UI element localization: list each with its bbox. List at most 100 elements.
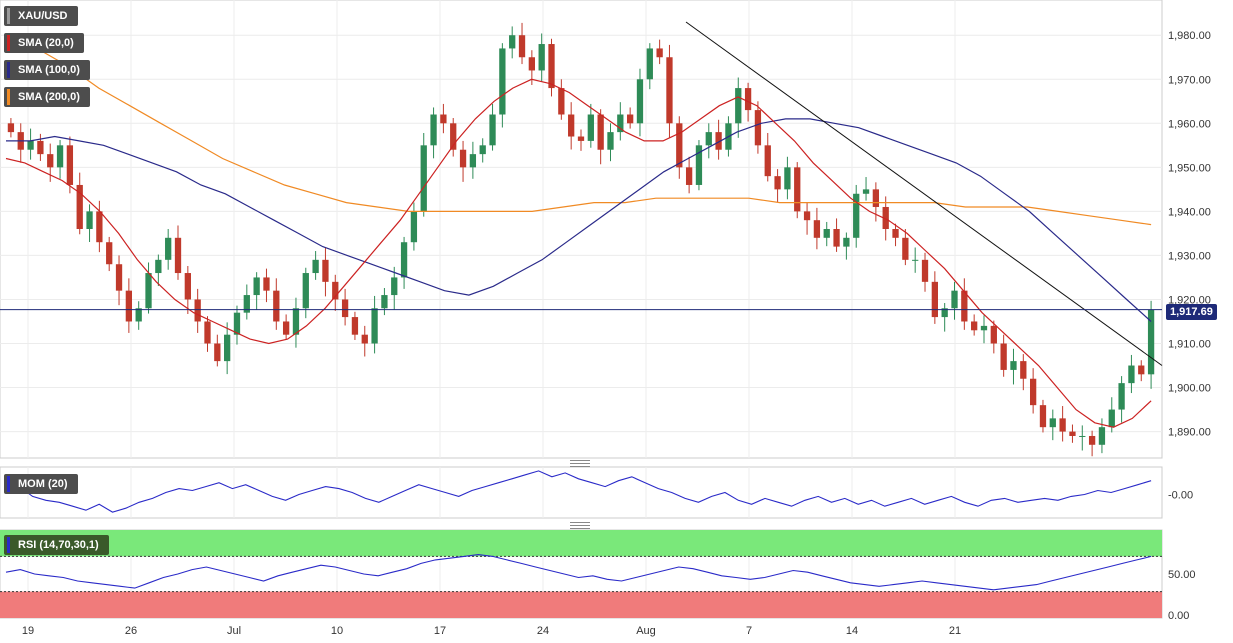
candle-body — [125, 290, 133, 322]
x-tick-label: 7 — [746, 625, 752, 637]
candle — [312, 251, 319, 280]
candle-body — [931, 281, 938, 318]
momentum-frame — [0, 466, 1163, 519]
candle-body — [430, 114, 437, 146]
candle — [685, 156, 693, 194]
sma20-label: SMA (20,0) — [18, 37, 74, 49]
candle — [145, 262, 152, 314]
candle — [1088, 430, 1096, 457]
y-tick-label: 1,930.00 — [1168, 250, 1211, 262]
candle-body — [302, 273, 309, 309]
candle — [803, 202, 811, 235]
candle-body — [784, 167, 791, 190]
candle-body — [921, 259, 929, 282]
candle-body — [332, 281, 339, 300]
candle-body — [174, 237, 182, 274]
sma100-tag[interactable]: SMA (100,0) — [4, 60, 90, 80]
momentum-tag[interactable]: MOM (20) — [4, 474, 78, 494]
candle — [646, 43, 653, 90]
candle — [1020, 354, 1027, 391]
rsi-tag[interactable]: RSI (14,70,30,1) — [4, 535, 109, 555]
candle-body — [1010, 361, 1017, 370]
rsi-oversold-zone — [0, 591, 1162, 618]
sma200-tag[interactable]: SMA (200,0) — [4, 87, 90, 107]
candle-body — [420, 145, 427, 212]
candle-body — [744, 88, 752, 111]
resize-handle-rsi[interactable] — [570, 522, 590, 529]
rsi-y-tick: 0.00 — [1168, 610, 1189, 622]
candle-body — [27, 140, 34, 150]
y-tick-label: 1,900.00 — [1168, 383, 1211, 395]
candle — [705, 123, 712, 159]
candle — [381, 288, 388, 316]
candle-body — [990, 325, 997, 344]
candle — [980, 315, 988, 344]
candle — [735, 77, 742, 138]
candle — [479, 138, 486, 163]
rsi-y-tick: 50.00 — [1168, 569, 1196, 581]
candle — [400, 236, 408, 289]
candle-body — [902, 237, 909, 260]
candle-body — [587, 114, 594, 141]
sma100-swatch — [7, 62, 10, 78]
candle — [823, 221, 830, 247]
price-panel: 1,980.00 1,970.00 1,960.00 1,950.00 1,940.00… — [0, 0, 1211, 459]
candle-body — [568, 114, 575, 137]
candle — [1128, 354, 1135, 394]
candle — [587, 103, 594, 148]
candle-body — [980, 325, 988, 331]
candle — [66, 136, 74, 194]
candle-body — [282, 321, 290, 335]
candle — [951, 281, 958, 320]
trendline — [685, 21, 1163, 366]
candle — [204, 316, 211, 352]
candle — [1039, 399, 1047, 433]
x-tick-label: 10 — [331, 625, 343, 637]
candle — [459, 140, 467, 182]
candle-body — [1128, 365, 1135, 384]
candle-body — [1049, 418, 1056, 428]
candle — [843, 232, 850, 260]
symbol-tag[interactable]: XAU/USD — [4, 6, 78, 26]
x-axis: 19 26 Jul 10 17 24 Aug 7 14 21 — [22, 625, 961, 637]
x-tick-label: 24 — [537, 625, 549, 637]
candle — [361, 325, 368, 357]
candle-body — [823, 229, 830, 238]
candle-body — [666, 57, 673, 124]
candle — [1118, 376, 1125, 423]
candle-body — [322, 259, 329, 282]
candle-body — [912, 259, 919, 261]
candle-body — [361, 334, 368, 344]
momentum-label: MOM (20) — [18, 478, 68, 490]
candle — [165, 229, 172, 270]
candle — [1029, 368, 1037, 414]
candle-body — [233, 312, 241, 335]
candle — [892, 223, 899, 247]
candle-body — [273, 290, 280, 322]
candle-body — [224, 334, 231, 362]
candle — [813, 207, 821, 250]
x-tick-label: 26 — [125, 625, 137, 637]
candle-body — [509, 35, 516, 49]
candle — [469, 141, 477, 179]
candle — [125, 278, 133, 333]
candle — [184, 265, 191, 314]
candle-body — [253, 277, 260, 296]
candle — [597, 109, 604, 165]
candle-body — [577, 136, 585, 141]
candle-body — [862, 189, 870, 194]
price-frame — [0, 0, 1163, 459]
rsi-label: RSI (14,70,30,1) — [18, 539, 99, 551]
sma20-tag[interactable]: SMA (20,0) — [4, 33, 84, 53]
candle — [440, 103, 447, 134]
sma200-line — [5, 34, 1152, 226]
rsi-swatch — [7, 537, 10, 553]
candle-body — [263, 277, 270, 291]
resize-handle-momentum[interactable] — [570, 460, 590, 467]
candle — [518, 22, 526, 65]
candle-body — [135, 308, 142, 322]
x-tick-label: Jul — [227, 625, 241, 637]
candle-body — [607, 132, 614, 150]
candle-body — [56, 145, 64, 168]
x-tick-label: 17 — [434, 625, 446, 637]
